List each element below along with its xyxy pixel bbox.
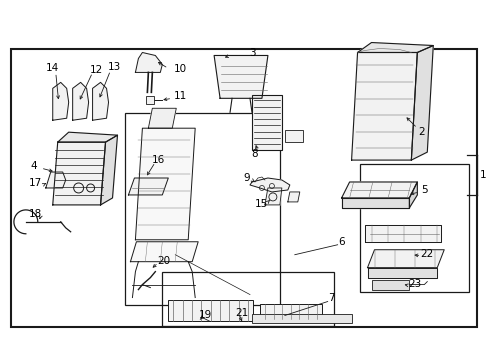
Bar [260,303,321,319]
Text: 22: 22 [420,249,433,259]
Text: 8: 8 [251,149,258,159]
Polygon shape [73,82,88,120]
Text: 1: 1 [479,170,486,180]
Polygon shape [364,225,440,242]
Bar [11,49,476,328]
Polygon shape [357,42,432,53]
Bar [168,300,252,321]
Text: 2: 2 [417,127,424,137]
Bar [162,272,333,327]
Polygon shape [341,182,416,198]
Polygon shape [249,178,289,192]
Text: 15: 15 [255,199,268,209]
Polygon shape [135,128,195,240]
Text: 21: 21 [235,309,248,319]
Text: 18: 18 [29,209,42,219]
Polygon shape [287,192,299,202]
Text: 4: 4 [30,161,37,171]
Polygon shape [367,268,436,278]
Polygon shape [53,82,68,120]
Polygon shape [148,108,176,128]
Bar [251,315,351,323]
Polygon shape [92,82,108,120]
Polygon shape [46,172,65,188]
Text: 11: 11 [173,91,186,101]
Text: 23: 23 [408,279,421,289]
Polygon shape [410,45,432,160]
Circle shape [74,183,83,193]
Text: 19: 19 [198,310,211,320]
Polygon shape [128,178,168,195]
Polygon shape [58,132,117,142]
Text: 16: 16 [151,155,164,165]
Text: 6: 6 [338,237,344,247]
Polygon shape [130,242,198,262]
Polygon shape [351,53,416,160]
Text: 9: 9 [243,173,250,183]
Bar [371,280,408,289]
Text: 20: 20 [158,256,170,266]
Polygon shape [408,182,416,208]
Polygon shape [341,198,408,208]
Bar [146,96,154,104]
Circle shape [268,193,276,201]
Polygon shape [53,142,105,205]
Polygon shape [214,55,267,98]
Bar [359,164,468,292]
Text: 3: 3 [248,49,255,58]
Text: 5: 5 [420,185,427,195]
Text: 14: 14 [46,63,59,73]
Polygon shape [264,188,281,205]
Bar [285,130,302,142]
Polygon shape [367,250,443,268]
Text: 12: 12 [90,66,103,76]
Text: 17: 17 [29,178,42,188]
Text: 10: 10 [173,64,186,75]
Bar [125,113,279,305]
Bar [251,95,281,150]
Circle shape [86,184,94,192]
Text: 13: 13 [108,62,121,72]
Polygon shape [135,53,162,72]
Polygon shape [101,135,117,205]
Text: 7: 7 [327,293,334,302]
